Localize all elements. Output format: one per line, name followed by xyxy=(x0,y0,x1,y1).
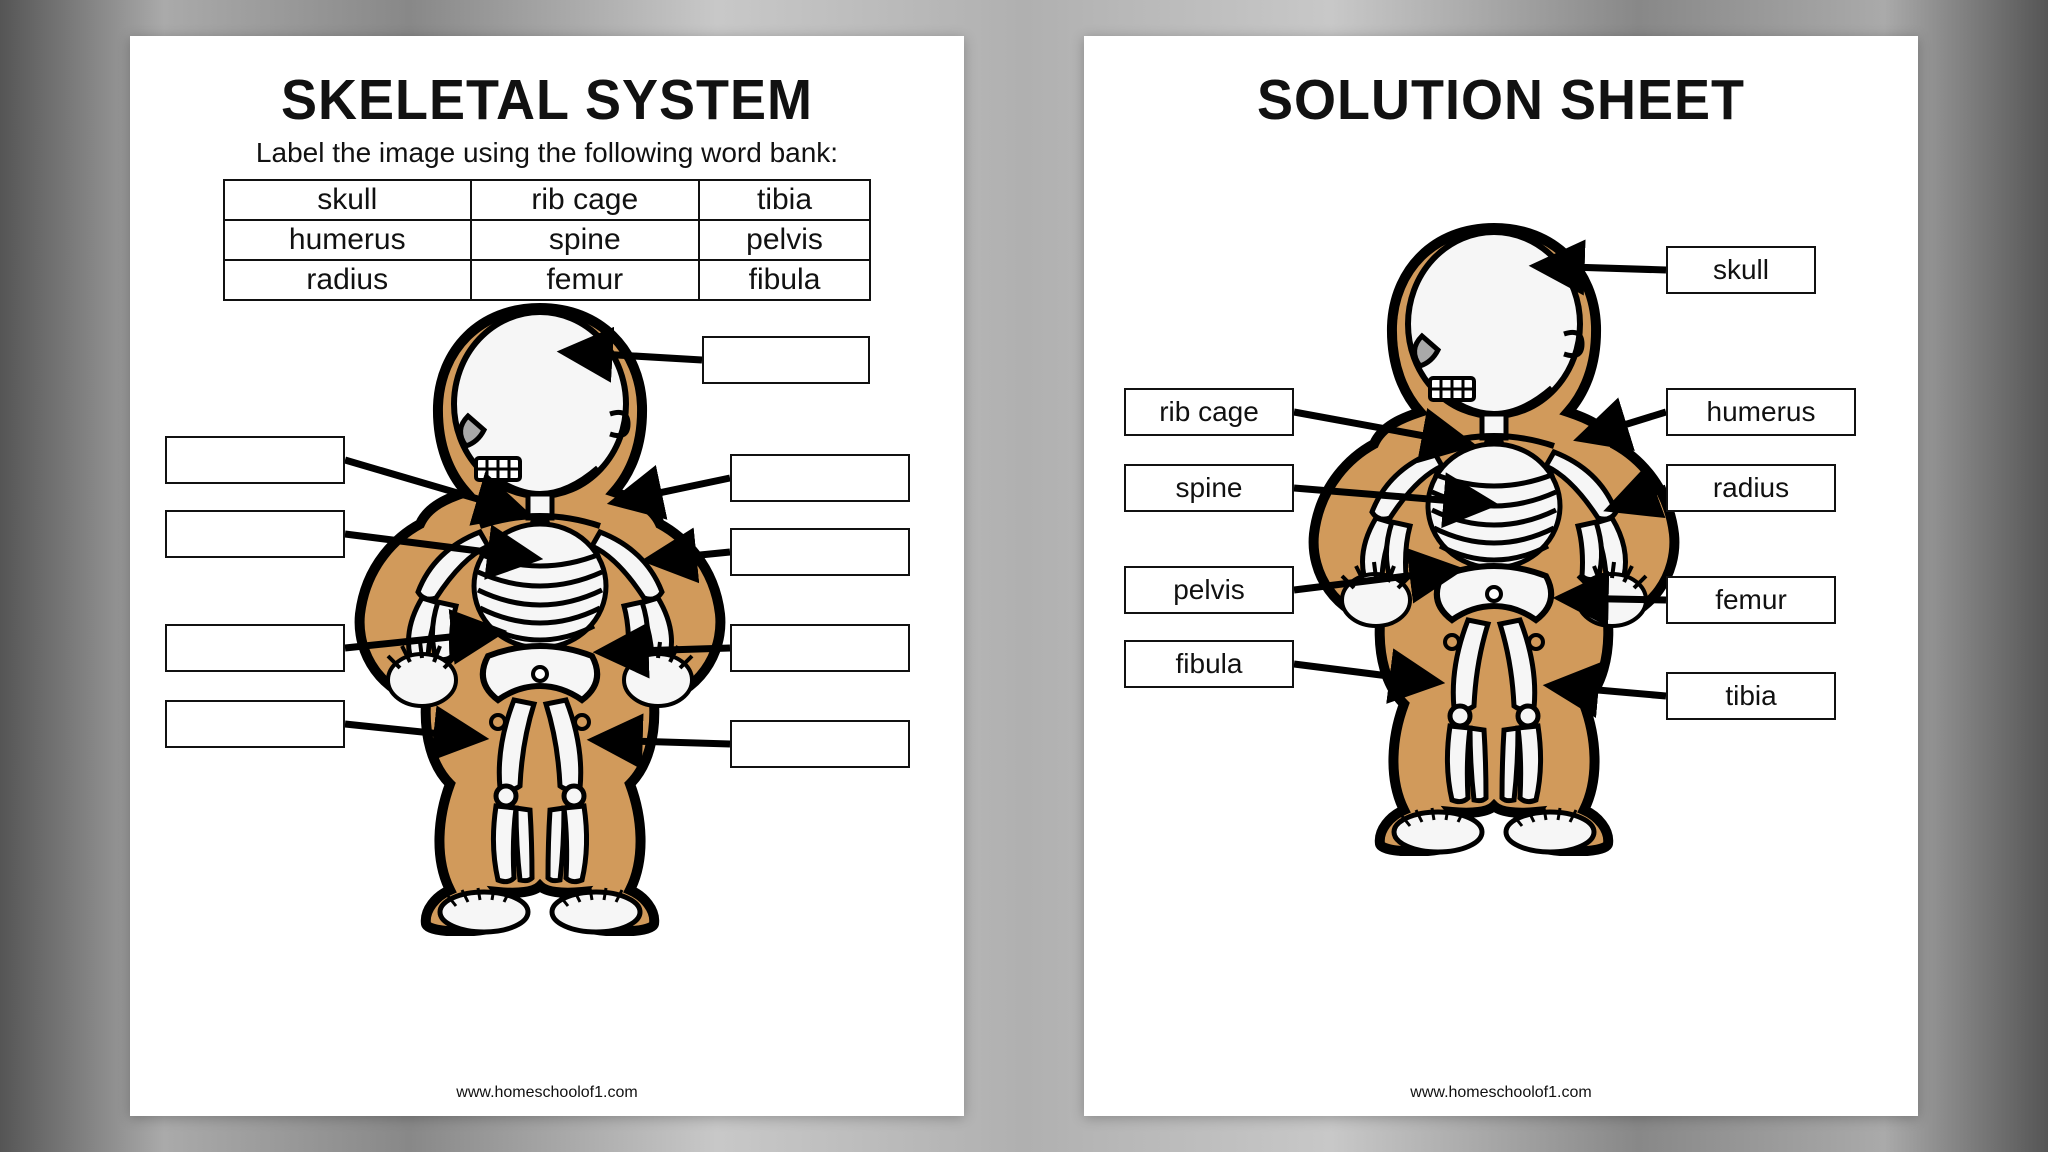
label-sol-femur: femur xyxy=(1666,576,1836,624)
label-ws-radius xyxy=(730,528,910,576)
footer-url: www.homeschoolof1.com xyxy=(130,1084,964,1102)
label-sol-humerus: humerus xyxy=(1666,388,1856,436)
label-sol-ribcage: rib cage xyxy=(1124,388,1294,436)
label-ws-humerus xyxy=(730,454,910,502)
label-ws-spine xyxy=(165,510,345,558)
label-sol-fibula: fibula xyxy=(1124,640,1294,688)
label-sol-skull: skull xyxy=(1666,246,1816,294)
label-ws-femur xyxy=(730,624,910,672)
solution-sheet: SOLUTION SHEET skullrib cagespinehumerus… xyxy=(1084,36,1918,1116)
label-ws-skull xyxy=(702,336,870,384)
label-sol-radius: radius xyxy=(1666,464,1836,512)
label-ws-pelvis xyxy=(165,624,345,672)
footer-url: www.homeschoolof1.com xyxy=(1084,1084,1918,1102)
label-ws-ribcage xyxy=(165,436,345,484)
worksheet-diagram xyxy=(130,36,964,1116)
worksheet-sheet: SKELETAL SYSTEM Label the image using th… xyxy=(130,36,964,1116)
label-sol-spine: spine xyxy=(1124,464,1294,512)
label-sol-pelvis: pelvis xyxy=(1124,566,1294,614)
label-ws-tibia xyxy=(730,720,910,768)
label-ws-fibula xyxy=(165,700,345,748)
label-sol-tibia: tibia xyxy=(1666,672,1836,720)
